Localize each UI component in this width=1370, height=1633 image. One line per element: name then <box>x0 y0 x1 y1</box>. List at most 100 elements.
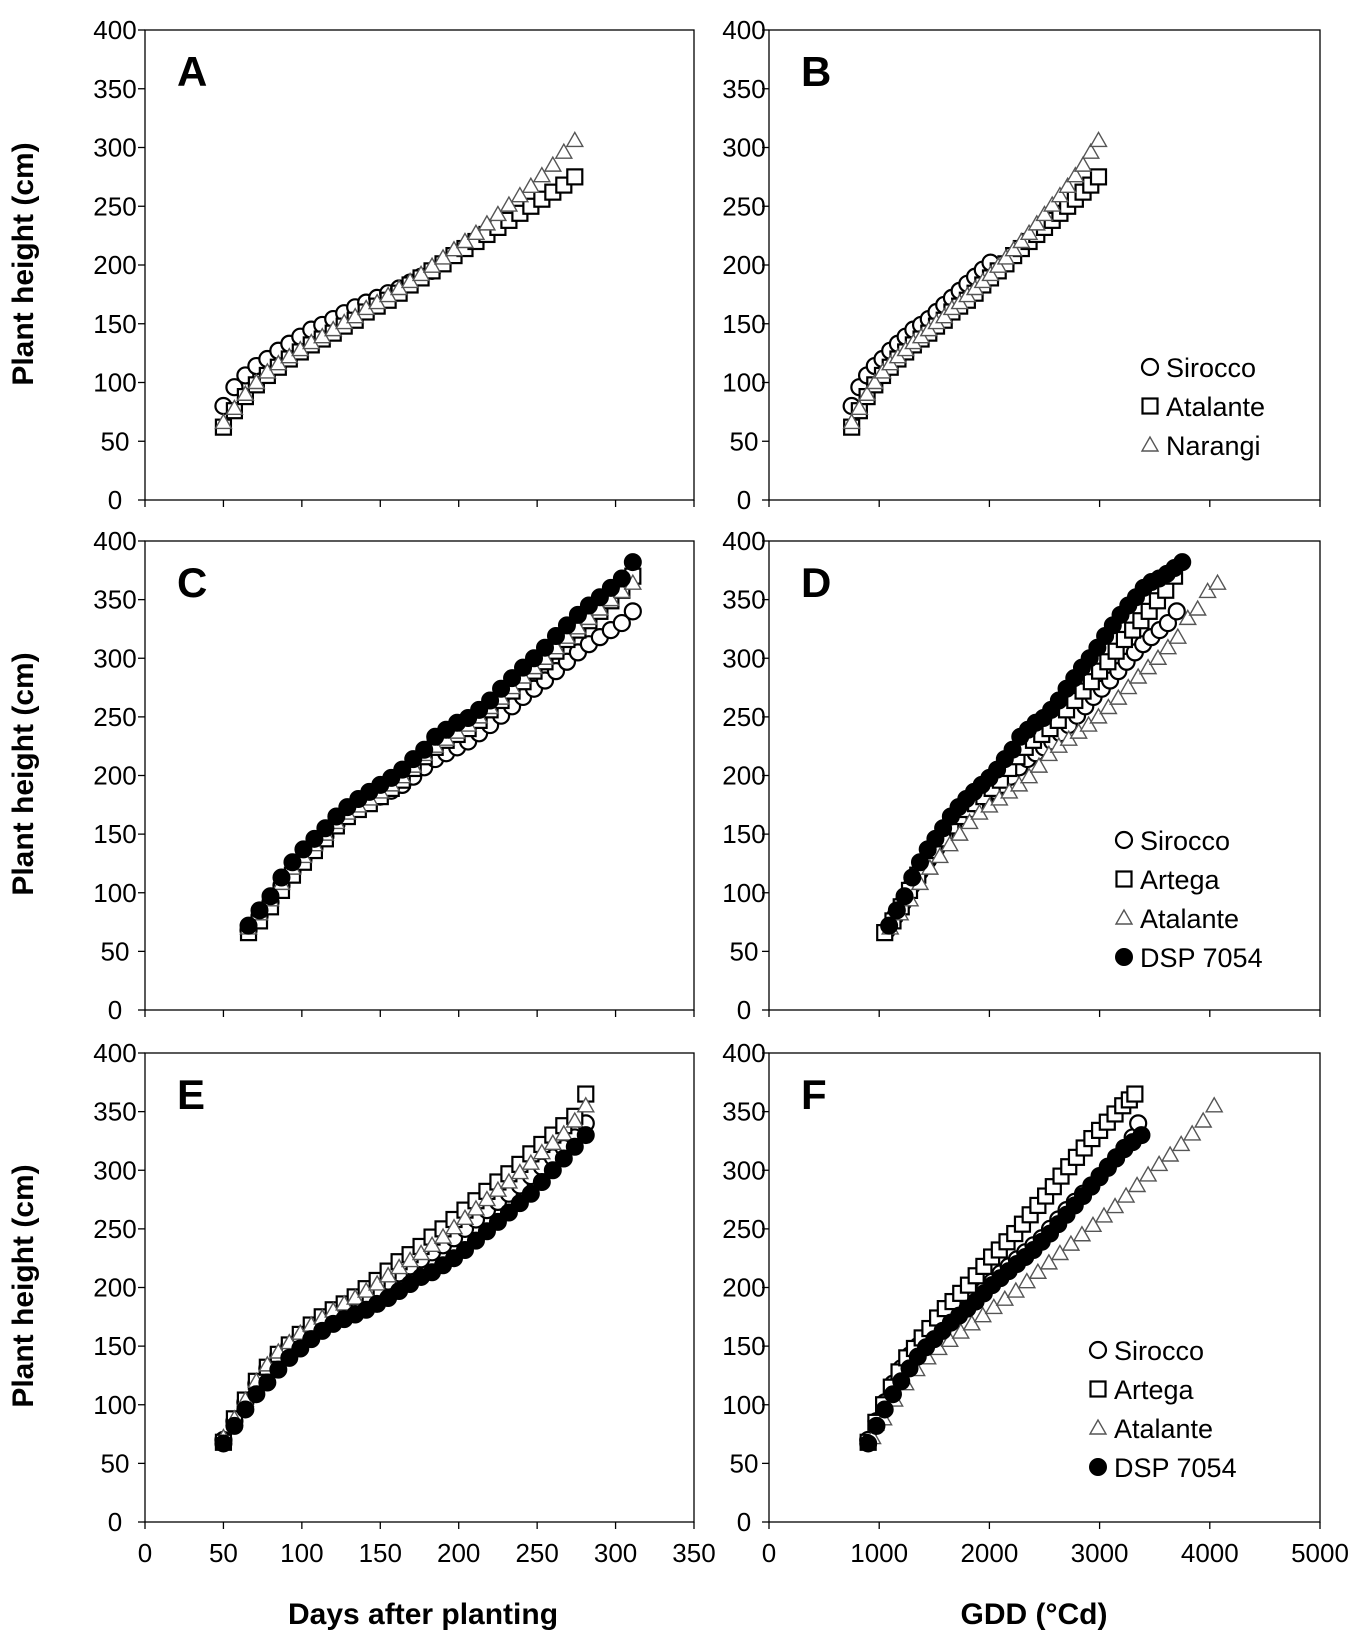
y-tick-label: 400 <box>722 1038 765 1068</box>
y-tick-label: 300 <box>93 133 136 163</box>
y-tick-label: 300 <box>722 643 765 673</box>
data-point <box>1188 599 1207 616</box>
data-point <box>1158 638 1178 655</box>
legend-label: Artega <box>1140 865 1221 895</box>
legend-label: Artega <box>1114 1375 1195 1405</box>
data-point <box>1058 176 1077 193</box>
data-point <box>532 1172 551 1191</box>
data-point <box>1043 195 1062 212</box>
data-point <box>623 553 642 572</box>
data-point <box>546 626 565 645</box>
y-tick-label: 250 <box>93 702 136 732</box>
panel-letter: E <box>177 1071 205 1118</box>
data-point <box>895 887 914 906</box>
data-point <box>576 1096 595 1113</box>
data-point <box>612 569 631 588</box>
data-point <box>525 649 544 668</box>
data-point <box>565 1137 584 1156</box>
data-point <box>1105 1197 1125 1214</box>
legend: Sirocco Atalante Narangi <box>1140 353 1265 461</box>
data-point <box>1004 240 1023 257</box>
data-point <box>1039 1253 1059 1270</box>
y-tick-label: 50 <box>101 426 130 456</box>
data-point <box>1027 214 1046 231</box>
data-point <box>411 1244 431 1261</box>
y-tick-label: 0 <box>737 1507 751 1537</box>
data-point <box>477 1190 497 1207</box>
data-point <box>272 868 291 887</box>
data-point <box>1148 648 1168 665</box>
legend-marker <box>1089 1380 1107 1398</box>
data-point <box>1168 627 1188 644</box>
data-point <box>422 256 442 273</box>
data-point <box>984 1298 1004 1315</box>
data-point <box>283 853 302 872</box>
data-point <box>492 679 511 698</box>
y-tick-label: 100 <box>93 878 136 908</box>
data-point <box>623 602 642 621</box>
data-point <box>981 264 1000 282</box>
data-point <box>261 887 280 906</box>
data-point <box>842 413 861 430</box>
data-point <box>1017 1272 1037 1289</box>
data-point <box>455 232 475 249</box>
legend-label: DSP 7054 <box>1114 1453 1237 1483</box>
data-point <box>1182 1124 1202 1141</box>
data-point <box>316 819 335 838</box>
panel-letter: B <box>801 48 831 95</box>
x-tick-label: 0 <box>138 1538 152 1568</box>
data-point <box>892 1372 911 1391</box>
y-tick-label: 100 <box>93 368 136 398</box>
y-tick-label: 0 <box>737 485 751 515</box>
x-tick-label: 2000 <box>960 1538 1018 1568</box>
data-point <box>236 1400 255 1419</box>
y-tick-label: 250 <box>93 191 136 221</box>
series-dsp-7054 <box>880 553 1192 935</box>
series-narangi <box>214 131 584 430</box>
y-tick-label: 300 <box>722 1155 765 1185</box>
x-tick-label: 350 <box>672 1538 715 1568</box>
legend-marker <box>1140 435 1160 452</box>
data-point <box>444 1218 464 1235</box>
data-point <box>1028 1262 1048 1279</box>
series-atalante <box>214 168 584 436</box>
data-point <box>1171 1135 1191 1152</box>
data-point <box>1089 131 1108 148</box>
data-point <box>1061 1234 1081 1251</box>
y-tick-label: 150 <box>93 819 136 849</box>
y-tick-label: 250 <box>722 702 765 732</box>
data-point <box>1072 1225 1092 1242</box>
y-tick-label: 100 <box>722 1390 765 1420</box>
data-point <box>1050 186 1070 203</box>
y-tick-label: 300 <box>722 133 765 163</box>
series-dsp-7054 <box>239 553 642 935</box>
data-point <box>477 214 497 231</box>
data-point <box>850 398 869 416</box>
data-point <box>1178 608 1197 626</box>
data-point <box>1099 698 1118 715</box>
data-point <box>960 812 979 830</box>
legend: Sirocco Artega Atalante DSP 7054 <box>1114 826 1263 973</box>
ylabel-row-2: Plant height (cm) <box>7 652 40 895</box>
data-point <box>962 1314 981 1331</box>
data-point <box>532 166 552 183</box>
data-point <box>1205 1096 1224 1113</box>
data-point <box>880 916 899 935</box>
data-point <box>857 384 877 401</box>
data-point <box>247 373 266 390</box>
data-point <box>995 1289 1015 1306</box>
data-point <box>466 223 486 240</box>
data-point <box>950 824 969 841</box>
data-point <box>543 1161 562 1180</box>
data-point <box>433 248 453 265</box>
data-point <box>488 1180 508 1197</box>
data-point <box>1119 678 1138 695</box>
data-point <box>499 195 519 212</box>
xlabel-left: Days after planting <box>288 1598 558 1631</box>
data-point <box>510 1163 530 1180</box>
data-point <box>1138 658 1158 675</box>
x-tick-label: 300 <box>594 1538 637 1568</box>
data-point <box>951 1322 970 1339</box>
y-tick-label: 50 <box>730 426 759 456</box>
data-point <box>865 373 884 390</box>
